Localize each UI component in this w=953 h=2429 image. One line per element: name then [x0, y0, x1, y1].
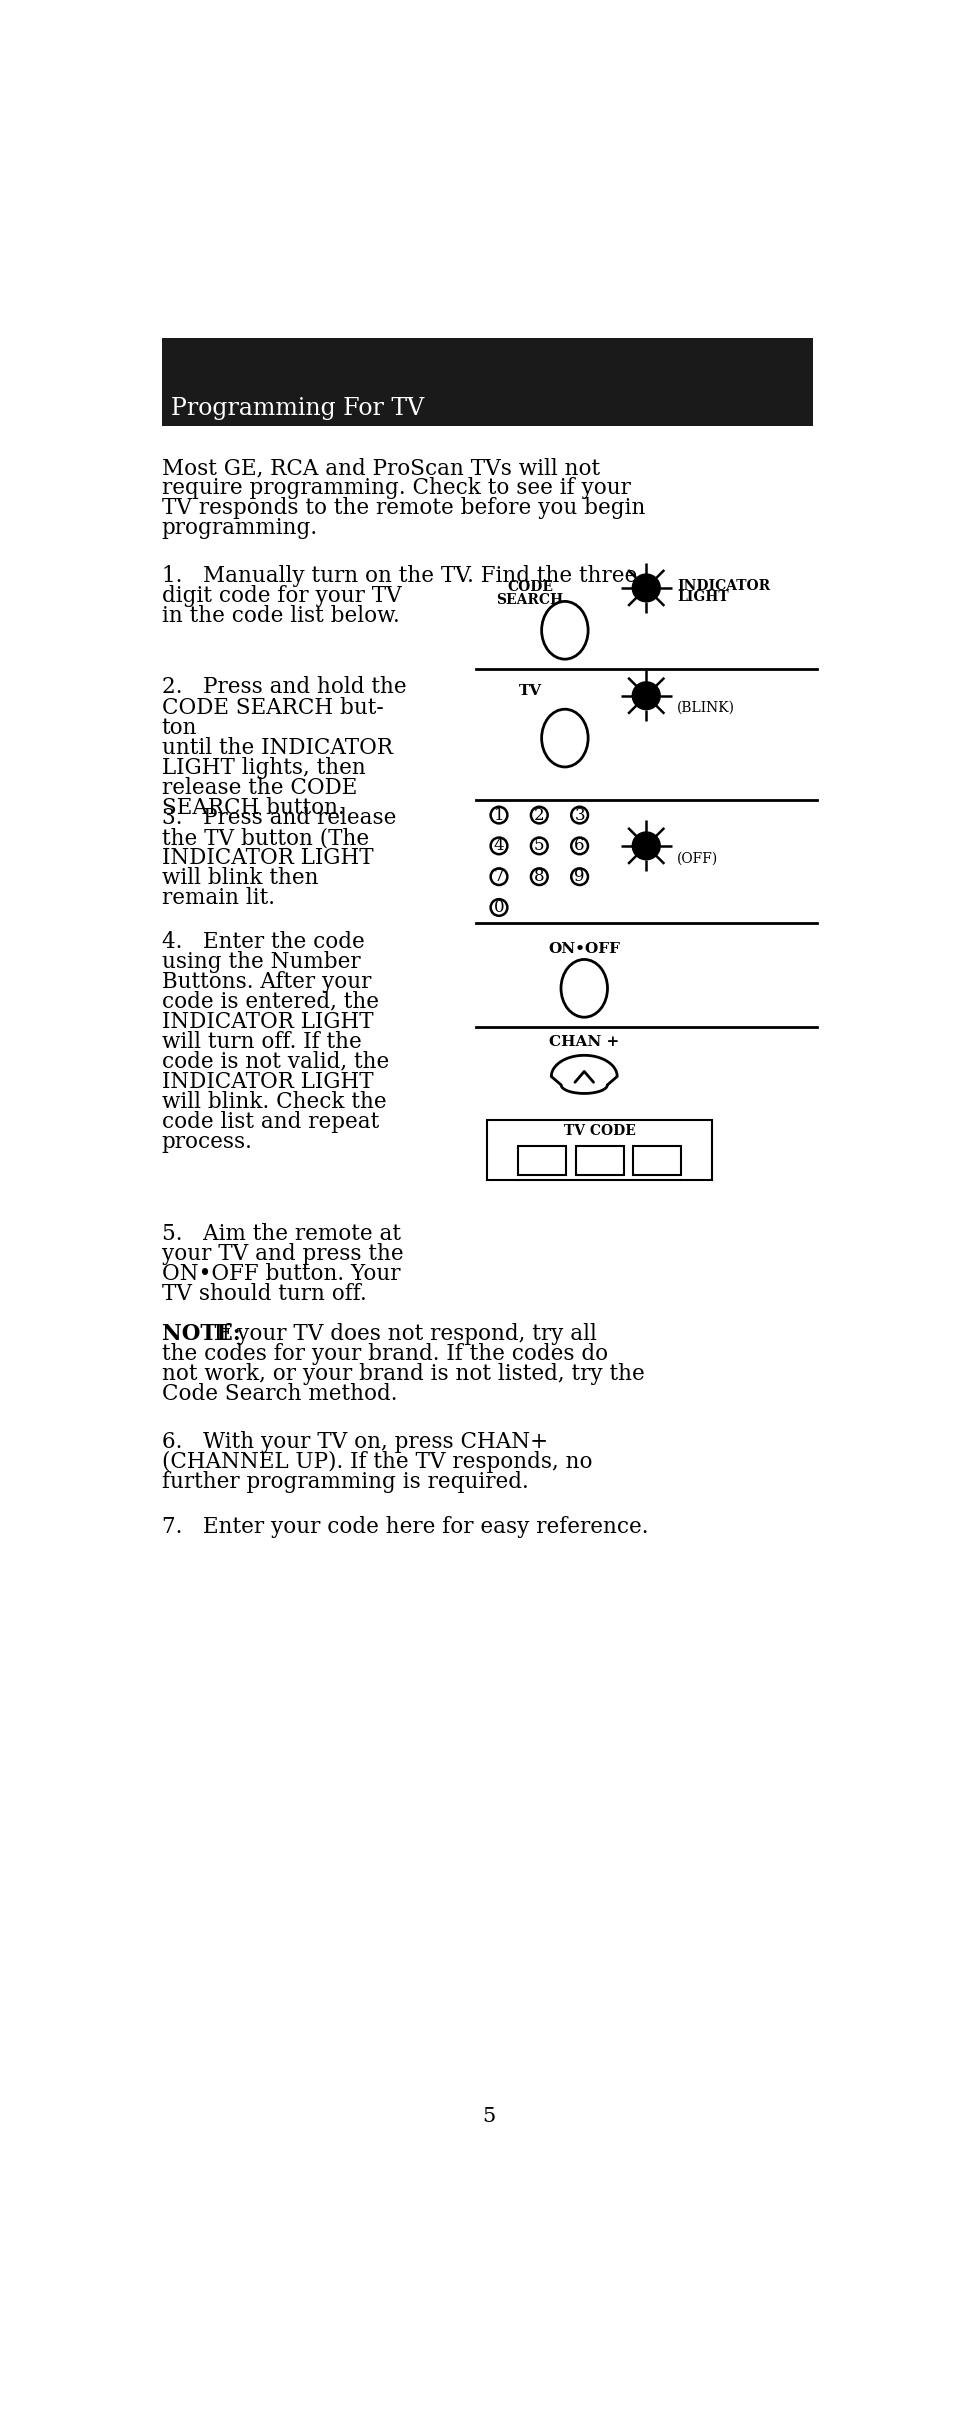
Ellipse shape — [560, 959, 607, 1018]
Text: will blink. Check the: will blink. Check the — [162, 1091, 386, 1112]
Text: TV CODE: TV CODE — [563, 1125, 635, 1137]
Text: Buttons. After your: Buttons. After your — [162, 972, 371, 993]
Text: ton: ton — [162, 717, 197, 738]
Text: process.: process. — [162, 1132, 253, 1154]
Circle shape — [632, 573, 659, 602]
Text: 4: 4 — [493, 838, 504, 855]
Text: INDICATOR: INDICATOR — [677, 581, 770, 593]
Text: digit code for your TV: digit code for your TV — [162, 585, 401, 607]
Text: Programming For TV: Programming For TV — [171, 396, 424, 420]
Text: will turn off. If the: will turn off. If the — [162, 1030, 361, 1052]
Text: code is entered, the: code is entered, the — [162, 991, 378, 1013]
Text: CODE SEARCH but-: CODE SEARCH but- — [162, 697, 383, 719]
Circle shape — [632, 683, 659, 709]
Bar — [487, 1120, 711, 1180]
Text: code list and repeat: code list and repeat — [162, 1110, 378, 1132]
Text: 4.   Enter the code: 4. Enter the code — [162, 930, 364, 952]
Text: CHAN +: CHAN + — [549, 1035, 618, 1049]
Text: require programming. Check to see if your: require programming. Check to see if you… — [162, 476, 630, 498]
Text: SEARCH: SEARCH — [496, 593, 563, 607]
Text: LIGHT lights, then: LIGHT lights, then — [162, 755, 365, 780]
Bar — [162, 338, 812, 425]
Text: 7: 7 — [493, 867, 504, 884]
Text: Code Search method.: Code Search method. — [162, 1385, 397, 1406]
Text: 2.   Press and hold the: 2. Press and hold the — [162, 678, 406, 700]
Text: INDICATOR LIGHT: INDICATOR LIGHT — [162, 1071, 374, 1093]
Text: (BLINK): (BLINK) — [677, 700, 735, 714]
Text: code is not valid, the: code is not valid, the — [162, 1052, 389, 1074]
Text: further programming is required.: further programming is required. — [162, 1472, 528, 1494]
Text: 5: 5 — [482, 2106, 495, 2125]
Ellipse shape — [541, 602, 587, 658]
Text: 8: 8 — [534, 867, 544, 884]
Text: ON•OFF button. Your: ON•OFF button. Your — [162, 1263, 400, 1285]
Text: 5: 5 — [534, 838, 544, 855]
Text: INDICATOR LIGHT: INDICATOR LIGHT — [162, 848, 374, 870]
Text: using the Number: using the Number — [162, 950, 360, 972]
Bar — [575, 1146, 623, 1176]
Text: 6: 6 — [574, 838, 584, 855]
Text: 9: 9 — [574, 867, 584, 884]
Text: 5.   Aim the remote at: 5. Aim the remote at — [162, 1224, 400, 1246]
Text: 7.   Enter your code here for easy reference.: 7. Enter your code here for easy referen… — [162, 1516, 648, 1538]
Text: the codes for your brand. If the codes do: the codes for your brand. If the codes d… — [162, 1343, 607, 1365]
Text: TV should turn off.: TV should turn off. — [162, 1283, 366, 1304]
Bar — [633, 1146, 680, 1176]
Text: Most GE, RCA and ProScan TVs will not: Most GE, RCA and ProScan TVs will not — [162, 457, 599, 479]
Text: INDICATOR LIGHT: INDICATOR LIGHT — [162, 1010, 374, 1032]
Text: CODE: CODE — [506, 581, 553, 595]
Text: release the CODE: release the CODE — [162, 777, 356, 799]
Text: SEARCH button.: SEARCH button. — [162, 797, 344, 819]
Polygon shape — [551, 1054, 617, 1093]
Text: will blink then: will blink then — [162, 867, 318, 889]
Circle shape — [632, 833, 659, 860]
Text: TV responds to the remote before you begin: TV responds to the remote before you beg… — [162, 498, 644, 520]
Text: 3: 3 — [574, 806, 584, 823]
Text: remain lit.: remain lit. — [162, 887, 274, 908]
Text: 3.   Press and release: 3. Press and release — [162, 806, 395, 828]
Text: the TV button (The: the TV button (The — [162, 828, 369, 850]
Text: until the INDICATOR: until the INDICATOR — [162, 736, 393, 758]
Text: If your TV does not respond, try all: If your TV does not respond, try all — [207, 1324, 596, 1346]
Text: LIGHT: LIGHT — [677, 590, 728, 605]
Text: (OFF): (OFF) — [677, 850, 718, 865]
Ellipse shape — [541, 709, 587, 768]
Text: your TV and press the: your TV and press the — [162, 1244, 403, 1266]
Text: (CHANNEL UP). If the TV responds, no: (CHANNEL UP). If the TV responds, no — [162, 1450, 592, 1474]
Text: TV: TV — [517, 685, 541, 697]
Text: not work, or your brand is not listed, try the: not work, or your brand is not listed, t… — [162, 1363, 644, 1385]
Text: programming.: programming. — [162, 517, 317, 539]
Text: 0: 0 — [493, 899, 504, 916]
Text: in the code list below.: in the code list below. — [162, 605, 399, 627]
Text: 1: 1 — [493, 806, 504, 823]
Text: NOTE:: NOTE: — [162, 1324, 240, 1346]
Text: 2: 2 — [534, 806, 544, 823]
Bar — [517, 1146, 566, 1176]
Text: 6.   With your TV on, press CHAN+: 6. With your TV on, press CHAN+ — [162, 1431, 547, 1453]
Text: 1.   Manually turn on the TV. Find the three: 1. Manually turn on the TV. Find the thr… — [162, 566, 637, 588]
Text: ON•OFF: ON•OFF — [548, 942, 619, 957]
